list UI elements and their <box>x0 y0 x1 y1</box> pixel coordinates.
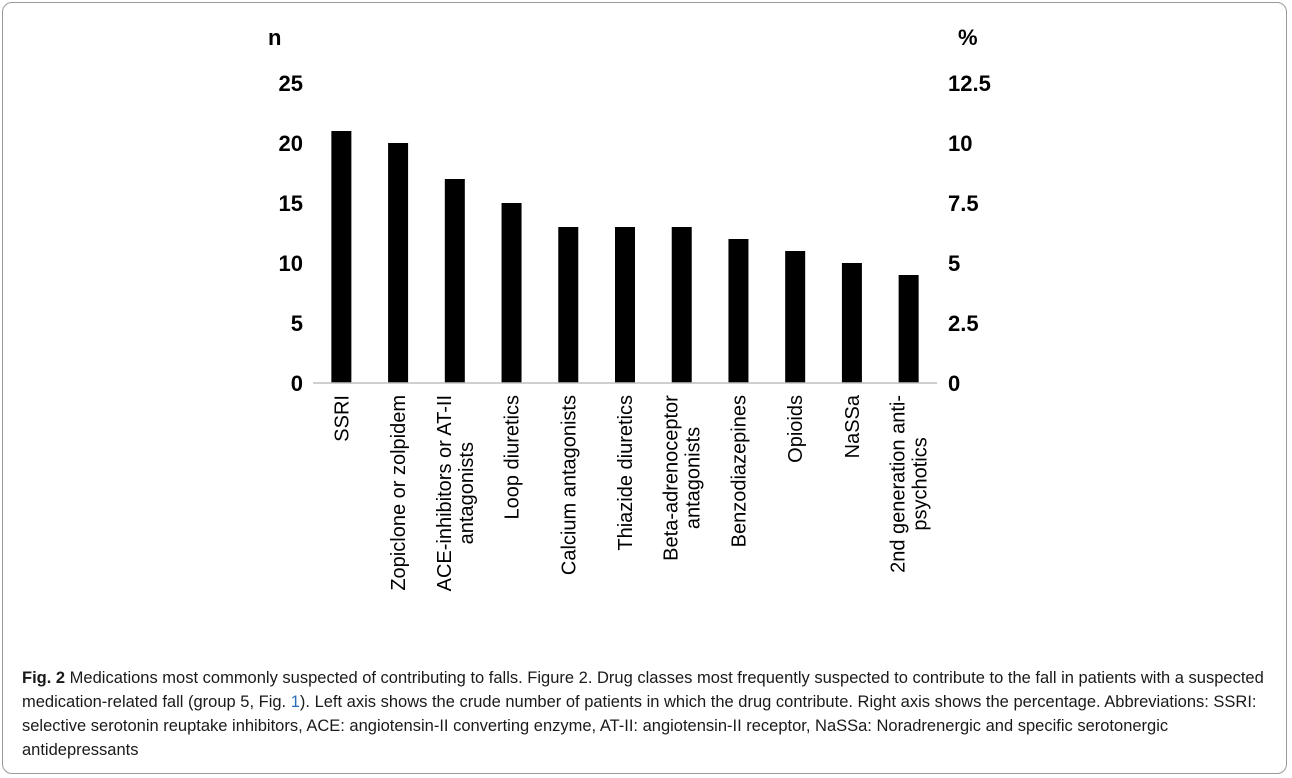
x-tick-label: Calcium antagonists <box>558 395 580 575</box>
y-tick-left: 15 <box>279 191 303 216</box>
bar <box>841 263 862 383</box>
bar <box>671 227 692 383</box>
bar <box>388 143 409 383</box>
x-tick-label: Thiazide diuretics <box>615 395 637 551</box>
y-tick-right: 7.5 <box>948 191 979 216</box>
y-tick-right: 2.5 <box>948 311 979 336</box>
x-tick-label: ACE-inhibitors or AT-IIantagonists <box>434 395 478 591</box>
caption-figure-link[interactable]: 1 <box>290 693 300 711</box>
bar <box>444 179 465 383</box>
x-tick-label: SSRI <box>331 395 353 442</box>
y-tick-right: 5 <box>948 251 960 276</box>
y-tick-left: 25 <box>279 71 303 96</box>
y-axis-title-left: n <box>268 25 281 50</box>
bar <box>331 131 352 383</box>
caption-text-part1: Medications most commonly suspected of c… <box>22 669 1264 711</box>
y-tick-left: 5 <box>291 311 303 336</box>
bar <box>615 227 635 383</box>
bar <box>558 227 579 383</box>
caption-text-part2: ). Left axis shows the crude number of p… <box>22 693 1257 759</box>
bar <box>728 239 749 383</box>
y-tick-right: 0 <box>948 371 960 396</box>
y-tick-left: 10 <box>279 251 303 276</box>
x-tick-label: NaSSa <box>842 394 864 458</box>
x-tick-label: 2nd generation anti-psychotics <box>888 395 932 573</box>
y-axis-title-right: % <box>958 25 978 50</box>
y-tick-right: 12.5 <box>948 71 991 96</box>
y-tick-right: 10 <box>948 131 972 156</box>
x-tick-label: Opioids <box>785 395 807 463</box>
x-tick-label: Loop diuretics <box>502 395 524 520</box>
x-tick-label: Beta-adrenoceptorantagonists <box>661 395 705 561</box>
y-tick-left: 20 <box>279 131 303 156</box>
y-tick-left: 0 <box>291 371 303 396</box>
x-tick-label: Zopiclone or zolpidem <box>388 395 410 591</box>
figure-caption: Fig. 2 Medications most commonly suspect… <box>22 666 1272 762</box>
bar <box>898 275 919 383</box>
bar-chart: n % 0 5 10 15 20 25 0 2.5 5 7.5 10 12.5 SSRI Zopicl… <box>268 25 991 591</box>
bar <box>785 251 806 383</box>
x-tick-label: Benzodiazepines <box>728 395 750 547</box>
bar <box>501 203 522 383</box>
caption-figure-label: Fig. 2 <box>22 669 66 687</box>
